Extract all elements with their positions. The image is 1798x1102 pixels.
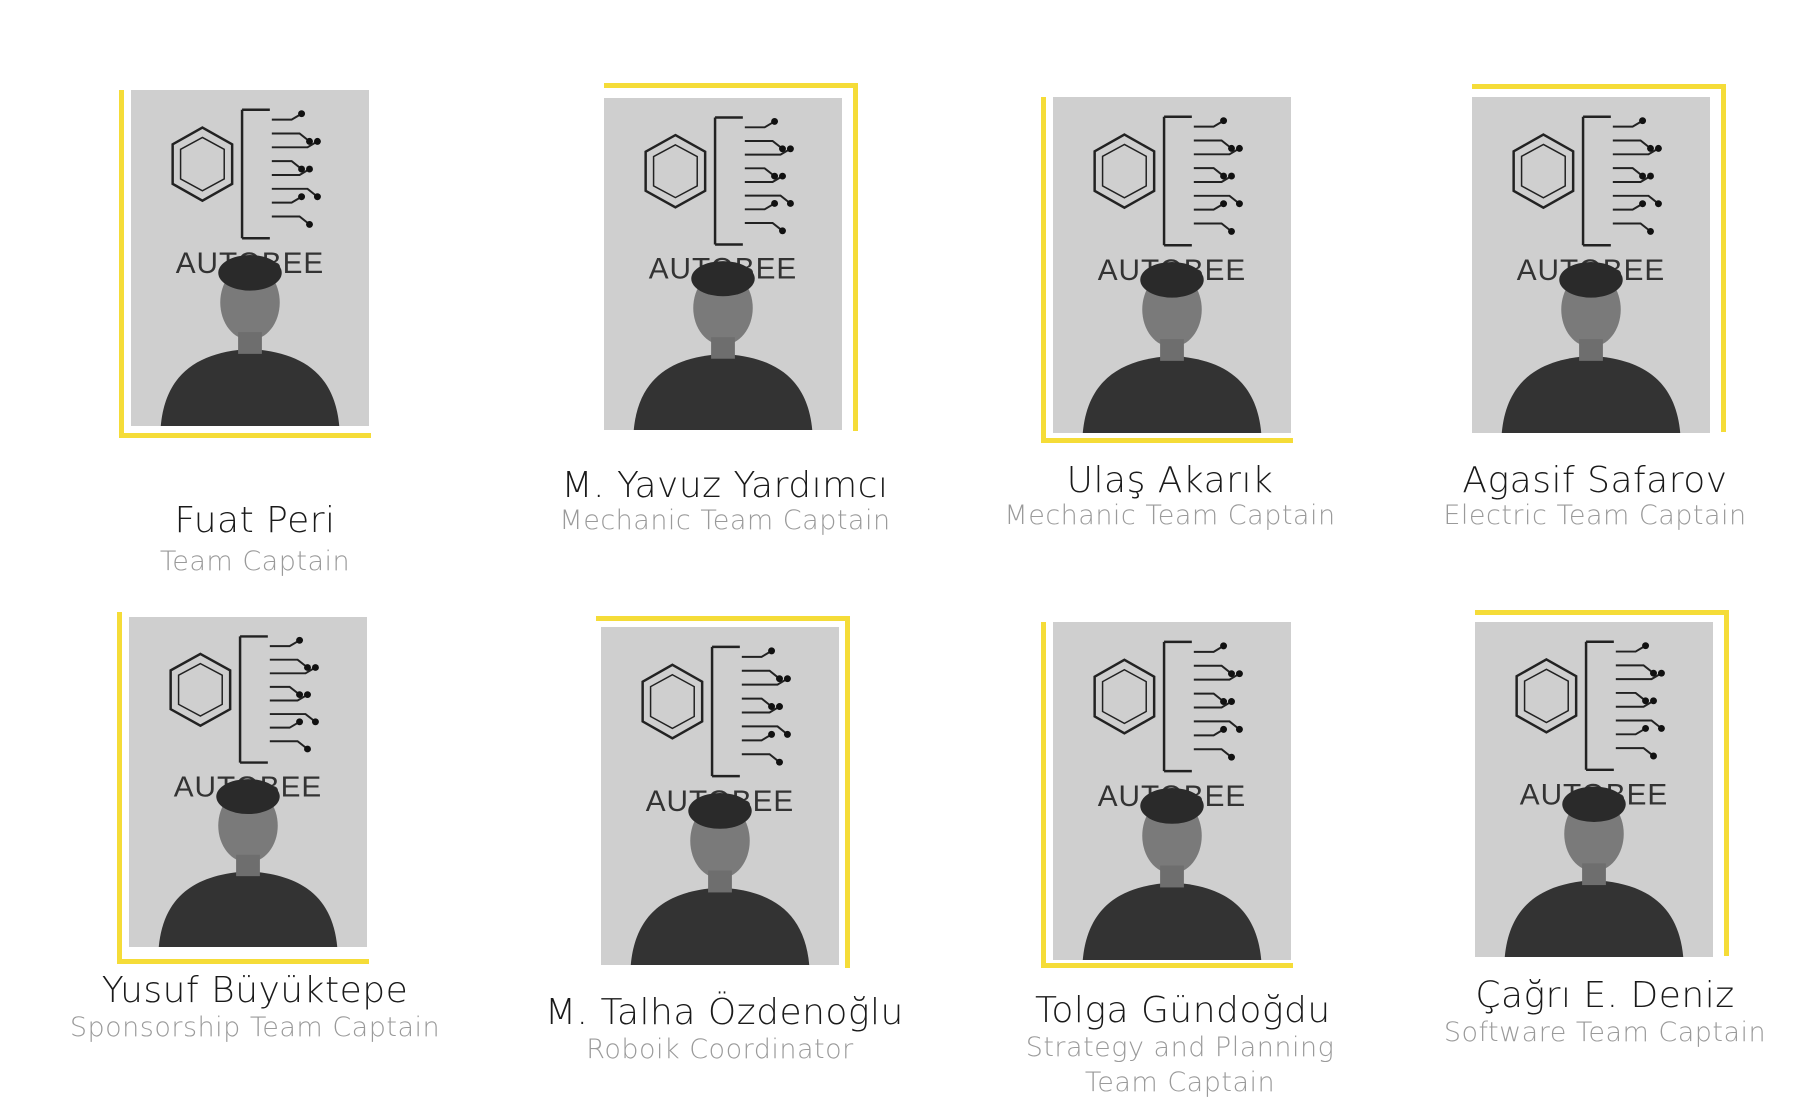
member-role: Mechanic Team Captain	[559, 505, 891, 536]
accent-frame	[1041, 622, 1293, 968]
member-name: Ulaş Akarık	[1066, 460, 1274, 501]
accent-frame	[119, 90, 371, 438]
accent-frame	[1472, 84, 1726, 432]
member-role: Sponsorship Team Captain	[69, 1012, 441, 1043]
member-name: M. Yavuz Yardımcı	[561, 465, 889, 506]
accent-frame	[1041, 97, 1293, 443]
member-name: Agasif Safarov	[1462, 460, 1728, 501]
member-name: Fuat Peri	[174, 500, 336, 541]
portrait-image: AUTOBEE	[1053, 622, 1291, 960]
member-role: Team Captain	[159, 546, 351, 577]
accent-frame	[596, 616, 850, 968]
member-role: Mechanic Team Captain	[1004, 500, 1336, 531]
member-role: Electric Team Captain	[1443, 500, 1747, 531]
accent-frame	[604, 83, 858, 431]
member-photo: AUTOBEE	[601, 627, 839, 965]
member-photo: AUTOBEE	[1475, 622, 1713, 957]
accent-frame	[117, 612, 369, 964]
member-photo: AUTOBEE	[129, 617, 367, 947]
portrait-image: AUTOBEE	[604, 98, 842, 430]
portrait-image: AUTOBEE	[129, 617, 367, 947]
member-photo: AUTOBEE	[1053, 622, 1291, 960]
portrait-image: AUTOBEE	[1053, 97, 1291, 433]
member-name: Çağrı E. Deniz	[1475, 975, 1735, 1016]
portrait-image: AUTOBEE	[601, 627, 839, 965]
member-name: Yusuf Büyüktepe	[101, 970, 409, 1011]
member-photo: AUTOBEE	[1053, 97, 1291, 433]
member-name: M. Talha Özdenoğlu	[545, 992, 904, 1033]
portrait-image: AUTOBEE	[1472, 97, 1710, 433]
member-role: Strategy and Planning Team Captain	[1025, 1032, 1335, 1098]
member-photo: AUTOBEE	[1472, 97, 1710, 433]
accent-frame	[1475, 610, 1729, 956]
member-photo: AUTOBEE	[131, 90, 369, 426]
member-role: Software Team Captain	[1443, 1017, 1767, 1048]
portrait-image: AUTOBEE	[131, 90, 369, 426]
member-photo: AUTOBEE	[604, 98, 842, 430]
member-role: Roboik Coordinator	[586, 1034, 854, 1065]
member-name: Tolga Gündoğdu	[1035, 990, 1331, 1031]
portrait-image: AUTOBEE	[1475, 622, 1713, 957]
